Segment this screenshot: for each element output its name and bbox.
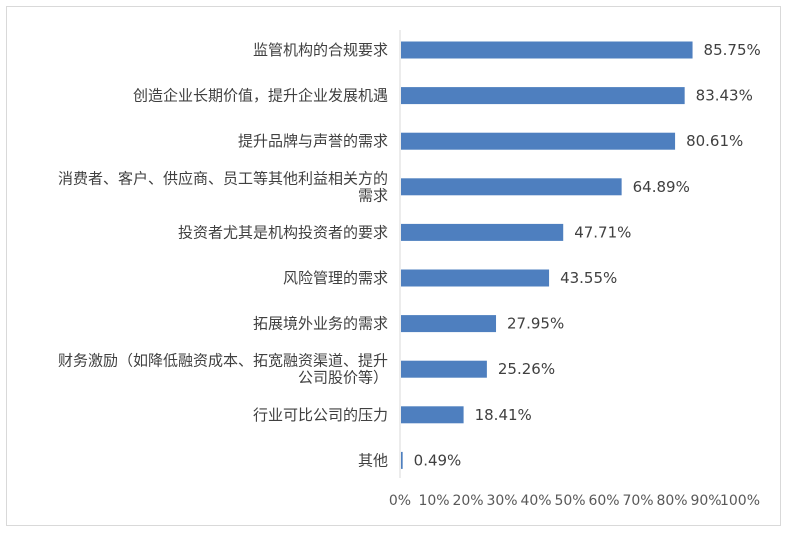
x-tick-label: 60% [588, 493, 619, 509]
bar [401, 406, 464, 424]
value-label: 85.75% [704, 41, 761, 59]
category-label: 创造企业长期价值，提升企业发展机遇 [133, 87, 388, 105]
value-label: 47.71% [574, 223, 631, 241]
category-label: 投资者尤其是机构投资者的要求 [178, 223, 388, 241]
category-label: 财务激励（如降低融资成本、拓宽融资渠道、提升 [58, 352, 388, 370]
category-label: 风险管理的需求 [283, 269, 388, 287]
x-tick-label: 80% [656, 493, 687, 509]
x-tick-label: 90% [690, 493, 721, 509]
value-label: 0.49% [414, 451, 462, 469]
value-label: 27.95% [507, 315, 564, 333]
category-label: 拓展境外业务的需求 [253, 315, 388, 333]
x-tick-label: 20% [452, 493, 483, 509]
value-label: 64.89% [633, 178, 690, 196]
category-label: 消费者、客户、供应商、员工等其他利益相关方的 [58, 169, 388, 187]
bar [401, 132, 676, 150]
x-tick-label: 0% [389, 493, 411, 509]
category-label: 需求 [358, 186, 388, 204]
category-label: 其他 [358, 451, 388, 469]
category-label: 提升品牌与声誉的需求 [238, 132, 388, 150]
x-tick-label: 100% [720, 493, 760, 509]
category-label: 监管机构的合规要求 [253, 41, 388, 59]
bar [401, 178, 622, 196]
value-label: 80.61% [686, 132, 743, 150]
bar [401, 315, 497, 333]
value-label: 25.26% [498, 360, 555, 378]
value-label: 18.41% [475, 406, 532, 424]
category-label: 行业可比公司的压力 [253, 406, 388, 424]
bar [401, 87, 685, 105]
x-tick-label: 30% [486, 493, 517, 509]
bar [401, 223, 564, 241]
value-label: 43.55% [560, 269, 617, 287]
bar [401, 360, 487, 378]
x-tick-label: 50% [554, 493, 585, 509]
x-tick-label: 70% [622, 493, 653, 509]
x-tick-label: 40% [520, 493, 551, 509]
category-label: 公司股价等） [298, 369, 388, 387]
x-tick-label: 10% [418, 493, 449, 509]
bar [401, 451, 403, 469]
value-label: 83.43% [696, 87, 753, 105]
bar [401, 41, 693, 59]
bar [401, 269, 550, 287]
